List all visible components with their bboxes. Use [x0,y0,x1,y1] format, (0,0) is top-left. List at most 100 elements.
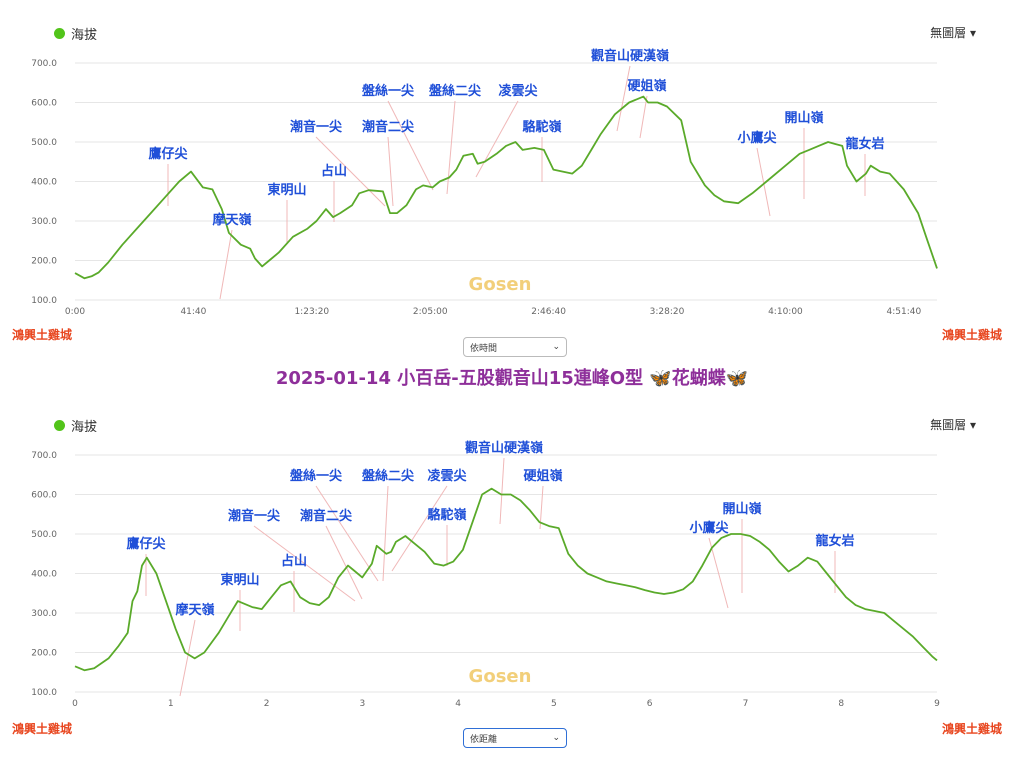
peak-label: 觀音山硬漢嶺 [465,440,543,456]
peak-pointer-line [639,95,648,139]
x-tick-label: 0:00 [65,307,85,317]
peak-label: 潮音一尖 [228,508,280,524]
x-tick-label: 5 [551,699,557,709]
page-title: 2025-01-14 小百岳-五股觀音山15連峰O型 🦋花蝴蝶🦋 [275,368,749,389]
peak-label: 小鷹尖 [737,130,776,146]
select-value: 依時間 [470,343,498,354]
x-tick-label: 3:28:20 [650,307,685,317]
peak-pointer-line [325,525,363,600]
y-tick-label: 100.0 [31,296,57,306]
x-tick-label: 41:40 [180,307,206,317]
peak-label: 硬姐嶺 [627,78,666,94]
y-tick-label: 100.0 [31,688,57,698]
peak-label: 凌雲尖 [498,83,537,99]
y-tick-label: 400.0 [31,570,57,580]
peak-pointer-line [756,147,771,217]
watermark-text: Gosen [469,666,532,687]
peak-pointer-line [382,485,389,582]
peak-label: 潮音二尖 [362,119,414,135]
x-tick-label: 7 [743,699,749,709]
y-tick-label: 700.0 [31,451,57,461]
x-tick-label: 1 [168,699,174,709]
peak-pointer-line [391,485,448,572]
peak-pointer-line [387,100,434,191]
y-tick-label: 600.0 [31,491,57,501]
select-value: 依距離 [470,734,498,745]
legend-altitude-2[interactable]: 海拔 [54,416,97,435]
y-tick-label: 700.0 [31,59,57,69]
peak-pointer-line [387,136,394,207]
peak-label: 凌雲尖 [427,468,466,484]
peak-label: 硬姐嶺 [523,468,562,484]
layer-menu-button[interactable]: 無圖層 ▾ [930,26,976,40]
legend-dot-icon [54,28,65,39]
peak-label: 觀音山硬漢嶺 [591,48,669,64]
peak-label: 龍女岩 [845,136,884,152]
peak-label: 小鷹尖 [689,520,728,536]
peak-pointer-line [315,136,386,207]
y-tick-label: 500.0 [31,530,57,540]
peak-pointer-line [499,457,505,525]
peak-label: 鷹仔尖 [126,536,165,552]
chevron-down-icon: ⌄ [552,733,560,743]
peak-pointer-line [315,485,379,582]
layer-menu-button-2[interactable]: 無圖層 ▾ [930,418,976,432]
start-point-label-2: 鴻興土雞城 [12,722,73,736]
peak-label: 摩天嶺 [212,212,251,228]
peak-pointer-line [616,65,631,132]
x-tick-label: 6 [647,699,653,709]
peak-label: 開山嶺 [784,110,823,126]
y-tick-label: 300.0 [31,609,57,619]
x-tick-label: 1:23:20 [294,307,329,317]
peak-label: 開山嶺 [722,501,761,517]
peak-pointer-line [219,229,233,300]
y-tick-label: 400.0 [31,178,57,188]
x-axis-mode-select-distance[interactable]: 依距離 ⌄ [463,728,567,748]
x-tick-label: 2:46:40 [531,307,566,317]
x-tick-label: 4:51:40 [886,307,921,317]
peak-label: 盤絲二尖 [428,83,481,99]
legend-dot-icon [54,420,65,431]
peak-label: 鷹仔尖 [148,146,187,162]
peak-label: 駱駝嶺 [522,119,561,135]
legend-label: 海拔 [71,28,98,43]
elevation-line [74,487,938,672]
chevron-down-icon: ⌄ [552,342,560,352]
peak-pointer-line [253,525,356,602]
y-tick-label: 600.0 [31,99,57,109]
peak-label: 潮音二尖 [300,508,352,524]
x-tick-label: 3 [359,699,365,709]
peak-pointer-line [179,619,196,697]
peak-label: 占山 [281,553,307,569]
x-tick-label: 9 [934,699,940,709]
elevation-line [74,95,938,280]
x-tick-label: 2:05:00 [413,307,448,317]
peak-pointer-line [446,100,456,195]
elevation-chart-by-time: 100.0 200.0 300.0 400.0 500.0 600.0 700.0 0:00 4… [31,48,938,317]
x-tick-label: 4 [455,699,461,709]
watermark-text: Gosen [469,274,532,295]
peak-pointer-line [475,100,519,178]
peak-label: 摩天嶺 [175,602,214,618]
y-tick-label: 500.0 [31,138,57,148]
peak-label: 駱駝嶺 [427,507,466,523]
peak-label: 占山 [321,163,347,179]
end-point-label-2: 鴻興土雞城 [941,722,1002,736]
peak-label: 潮音一尖 [290,119,342,135]
end-point-label: 鴻興土雞城 [941,328,1002,342]
x-tick-label: 4:10:00 [768,307,803,317]
peak-label: 盤絲二尖 [361,468,414,484]
peak-label: 東明山 [220,572,259,588]
peak-label: 東明山 [267,182,306,198]
peak-label: 盤絲一尖 [361,83,414,99]
peak-label: 盤絲一尖 [289,468,342,484]
peak-label: 龍女岩 [815,533,854,549]
x-tick-label: 8 [838,699,844,709]
peak-pointer-line [708,537,729,609]
y-tick-label: 200.0 [31,649,57,659]
legend-altitude[interactable]: 海拔 [54,24,97,43]
x-tick-label: 2 [264,699,270,709]
y-tick-label: 200.0 [31,257,57,267]
y-tick-label: 300.0 [31,217,57,227]
x-axis-mode-select-time[interactable]: 依時間 ⌄ [463,337,567,357]
